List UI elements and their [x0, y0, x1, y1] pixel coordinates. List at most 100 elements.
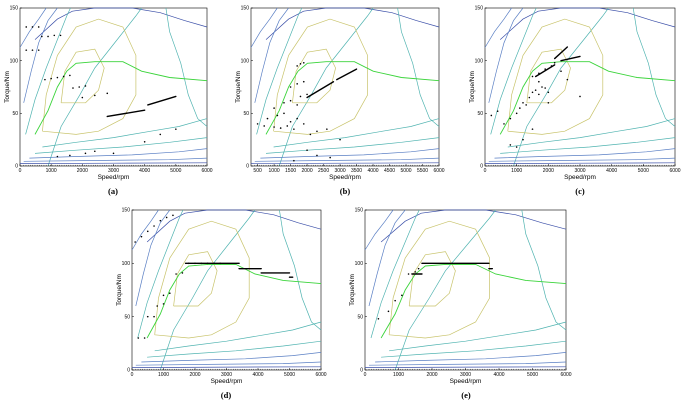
baseline-point [312, 368, 314, 370]
x-tick-label: 3000 [334, 168, 345, 174]
operating-segment [336, 68, 358, 81]
contour-line-d-4 [159, 209, 256, 371]
baseline-point [221, 368, 223, 370]
baseline-point [629, 164, 631, 166]
baseline-point [632, 164, 633, 166]
baseline-point [407, 164, 409, 166]
operating-point [528, 96, 531, 99]
baseline-point [198, 164, 200, 166]
baseline-point [522, 164, 524, 166]
baseline-point [135, 368, 137, 370]
baseline-point [191, 164, 193, 166]
operating-point [531, 75, 534, 78]
contour-line-e-7 [408, 251, 456, 307]
baseline-point [568, 164, 569, 166]
baseline-point [486, 368, 488, 370]
baseline-point [153, 368, 155, 370]
baseline-point [380, 164, 382, 166]
baseline-point [182, 164, 184, 166]
baseline-point [523, 368, 524, 370]
baseline-point [534, 164, 535, 166]
baseline-point [358, 164, 359, 166]
baseline-point [119, 164, 121, 166]
operating-point [69, 74, 71, 77]
baseline-point [641, 164, 642, 166]
baseline-point [670, 164, 672, 166]
operating-point [50, 77, 52, 80]
operating-point [25, 49, 28, 51]
baseline-point [527, 164, 528, 166]
operating-point [153, 315, 155, 318]
baseline-point [244, 368, 245, 370]
contour-line-e-6 [388, 220, 490, 339]
baseline-point [173, 368, 175, 370]
baseline-point [167, 368, 168, 370]
baseline-point [280, 368, 282, 370]
operating-point [538, 72, 540, 75]
contour-line-b-3 [256, 7, 303, 135]
baseline-point [570, 164, 572, 166]
operating-point [566, 78, 569, 81]
operating-point [550, 65, 553, 67]
baseline-point [175, 164, 177, 166]
baseline-point [448, 368, 449, 370]
baseline-point [239, 368, 241, 370]
x-tick-label: 3000 [460, 372, 471, 378]
operating-point [306, 93, 308, 96]
baseline-point [378, 368, 380, 370]
baseline-point [97, 164, 99, 166]
contour-line-b-1 [250, 7, 278, 48]
contour-line-a-10 [29, 148, 208, 159]
baseline-point [314, 368, 316, 370]
chart-panel-d: 0 1000 2000 3000 4000 5000 6000 0 50 100 150 Speed/… [116, 208, 327, 400]
baseline-point [108, 164, 110, 166]
baseline-point [169, 164, 170, 166]
operating-point [302, 61, 305, 64]
contour-line-c-4 [513, 7, 609, 167]
contour-line-b-9 [265, 137, 440, 154]
baseline-point [654, 164, 656, 166]
baseline-point [124, 164, 126, 166]
operating-point [547, 102, 550, 104]
baseline-point [515, 368, 517, 370]
baseline-point [501, 368, 503, 370]
baseline-point [499, 164, 501, 166]
operating-point [56, 76, 59, 79]
baseline-point [455, 368, 457, 370]
baseline-point [158, 368, 159, 370]
baseline-point [513, 164, 515, 166]
baseline-point [337, 164, 339, 166]
baseline-point [202, 164, 204, 166]
x-tick-label: 4000 [606, 168, 617, 174]
baseline-point [412, 164, 414, 166]
operating-point [522, 102, 524, 104]
operating-point [162, 294, 165, 297]
baseline-point [618, 164, 620, 166]
x-tick-label: 5000 [400, 168, 411, 174]
contour-line-b-0 [265, 7, 440, 40]
baseline-point [178, 164, 179, 166]
contour-line-e-1 [364, 209, 394, 251]
x-tick-label: 4000 [493, 372, 504, 378]
operating-point [531, 128, 534, 130]
operating-point [84, 152, 87, 155]
baseline-point [668, 164, 670, 166]
operating-point [31, 49, 34, 51]
operating-point [560, 70, 562, 72]
baseline-point [591, 164, 592, 166]
baseline-point [32, 164, 34, 166]
baseline-point [421, 164, 423, 166]
y-tick-label: 50 [124, 314, 130, 320]
baseline-point [467, 368, 469, 370]
operating-point [175, 128, 177, 130]
baseline-point [83, 164, 85, 166]
contour-line-a-6 [42, 18, 137, 135]
baseline-point [423, 164, 425, 166]
baseline-point [368, 368, 370, 370]
baseline-point [416, 164, 418, 166]
y-tick-label: 150 [122, 208, 131, 214]
operating-point [519, 107, 521, 109]
baseline-point [328, 164, 330, 166]
baseline-point [219, 368, 221, 370]
baseline-point [319, 164, 321, 166]
